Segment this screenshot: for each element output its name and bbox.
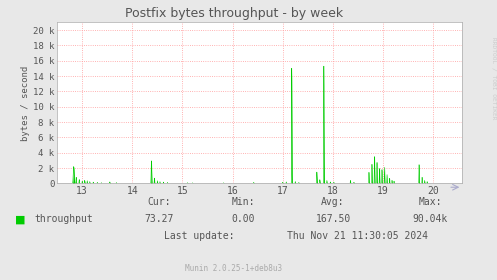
Text: Cur:: Cur: <box>147 197 171 207</box>
Text: Postfix bytes throughput - by week: Postfix bytes throughput - by week <box>125 7 342 20</box>
Text: 167.50: 167.50 <box>316 214 350 224</box>
Text: Thu Nov 21 11:30:05 2024: Thu Nov 21 11:30:05 2024 <box>287 231 428 241</box>
Text: 90.04k: 90.04k <box>413 214 447 224</box>
Text: Max:: Max: <box>418 197 442 207</box>
Text: Avg:: Avg: <box>321 197 345 207</box>
Text: throughput: throughput <box>35 214 93 224</box>
Text: ■: ■ <box>15 214 25 224</box>
Text: 0.00: 0.00 <box>232 214 255 224</box>
Text: Last update:: Last update: <box>164 231 234 241</box>
Y-axis label: bytes / second: bytes / second <box>21 65 30 141</box>
Text: RRDTOOL / TOBI OETIKER: RRDTOOL / TOBI OETIKER <box>491 37 496 120</box>
Text: Min:: Min: <box>232 197 255 207</box>
Text: 73.27: 73.27 <box>144 214 174 224</box>
Text: Munin 2.0.25-1+deb8u3: Munin 2.0.25-1+deb8u3 <box>185 264 282 273</box>
